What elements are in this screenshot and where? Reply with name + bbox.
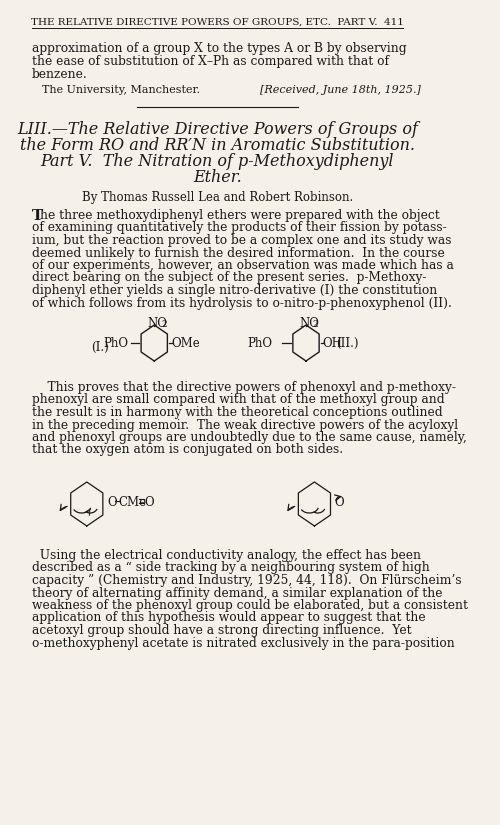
Text: THE RELATIVE DIRECTIVE POWERS OF GROUPS, ETC.  PART V.  411: THE RELATIVE DIRECTIVE POWERS OF GROUPS,… xyxy=(31,18,404,27)
Text: NO: NO xyxy=(148,317,168,330)
Text: The University, Manchester.: The University, Manchester. xyxy=(42,85,200,95)
Text: OMe: OMe xyxy=(171,337,200,350)
Text: Ether.: Ether. xyxy=(193,169,242,186)
Text: By Thomas Russell Lea and Robert Robinson.: By Thomas Russell Lea and Robert Robinso… xyxy=(82,191,353,204)
Text: This proves that the directive powers of phenoxyl and p-methoxy-: This proves that the directive powers of… xyxy=(32,381,456,394)
Text: diphenyl ether yields a single nitro-derivative (I) the constitution: diphenyl ether yields a single nitro-der… xyxy=(32,284,437,297)
Text: NO: NO xyxy=(300,317,319,330)
Text: of which follows from its hydrolysis to o-nitro-p-phenoxyphenol (II).: of which follows from its hydrolysis to … xyxy=(32,296,452,309)
Text: of examining quantitatively the products of their fission by potass-: of examining quantitatively the products… xyxy=(32,221,446,234)
Text: phenoxyl are small compared with that of the methoxyl group and: phenoxyl are small compared with that of… xyxy=(32,394,444,407)
Text: ium, but the reaction proved to be a complex one and its study was: ium, but the reaction proved to be a com… xyxy=(32,234,452,247)
Text: LIII.—The Relative Directive Powers of Groups of: LIII.—The Relative Directive Powers of G… xyxy=(17,121,418,138)
Text: and phenoxyl groups are undoubtedly due to the same cause, namely,: and phenoxyl groups are undoubtedly due … xyxy=(32,431,467,444)
Text: O: O xyxy=(144,496,154,509)
Text: o-methoxyphenyl acetate is nitrated exclusively in the para-position: o-methoxyphenyl acetate is nitrated excl… xyxy=(32,637,454,649)
Text: the Form RO and RR′N in Aromatic Substitution.: the Form RO and RR′N in Aromatic Substit… xyxy=(20,137,415,154)
Text: Using the electrical conductivity analogy, the effect has been: Using the electrical conductivity analog… xyxy=(32,549,421,562)
Text: he three methoxydiphenyl ethers were prepared with the object: he three methoxydiphenyl ethers were pre… xyxy=(40,209,440,222)
Text: PhO: PhO xyxy=(247,337,272,350)
Text: (I.): (I.) xyxy=(91,341,108,354)
Text: the ease of substitution of X–Ph as compared with that of: the ease of substitution of X–Ph as comp… xyxy=(32,55,389,68)
Text: direct bearing on the subject of the present series.  p-Methoxy-: direct bearing on the subject of the pre… xyxy=(32,271,426,285)
Text: weakness of the phenoxyl group could be elaborated, but a consistent: weakness of the phenoxyl group could be … xyxy=(32,599,468,612)
Text: approximation of a group X to the types A or B by observing: approximation of a group X to the types … xyxy=(32,42,406,55)
Text: capacity ” (Chemistry and Industry, 1925, 44, 118).  On Flürscheim’s: capacity ” (Chemistry and Industry, 1925… xyxy=(32,574,462,587)
Text: described as a “ side tracking by a neighbouring system of high: described as a “ side tracking by a neig… xyxy=(32,562,429,574)
Text: O: O xyxy=(107,496,117,509)
Text: (II.): (II.) xyxy=(336,337,359,350)
Text: T: T xyxy=(32,209,43,223)
Text: in the preceding memoir.  The weak directive powers of the acyloxyl: in the preceding memoir. The weak direct… xyxy=(32,418,458,431)
Text: the result is in harmony with the theoretical conceptions outlined: the result is in harmony with the theore… xyxy=(32,406,442,419)
Text: acetoxyl group should have a strong directing influence.  Yet: acetoxyl group should have a strong dire… xyxy=(32,624,411,637)
Text: Part V.  The Nitration of p-Methoxydiphenyl: Part V. The Nitration of p-Methoxydiphen… xyxy=(40,153,394,170)
Text: CMe: CMe xyxy=(119,496,147,509)
Text: application of this hypothesis would appear to suggest that the: application of this hypothesis would app… xyxy=(32,611,425,625)
Text: deemed unlikely to furnish the desired information.  In the course: deemed unlikely to furnish the desired i… xyxy=(32,247,444,260)
Text: PhO: PhO xyxy=(104,337,128,350)
Text: benzene.: benzene. xyxy=(32,68,88,81)
Text: 2: 2 xyxy=(161,320,166,329)
Text: [Received, June 18th, 1925.]: [Received, June 18th, 1925.] xyxy=(260,85,420,95)
Text: 2: 2 xyxy=(312,320,318,329)
Text: theory of alternating affinity demand, a similar explanation of the: theory of alternating affinity demand, a… xyxy=(32,587,442,600)
Text: of our experiments, however, an observation was made which has a: of our experiments, however, an observat… xyxy=(32,259,454,272)
Text: that the oxygen atom is conjugated on both sides.: that the oxygen atom is conjugated on bo… xyxy=(32,444,343,456)
Text: O: O xyxy=(334,496,344,509)
Text: OH: OH xyxy=(323,337,342,350)
